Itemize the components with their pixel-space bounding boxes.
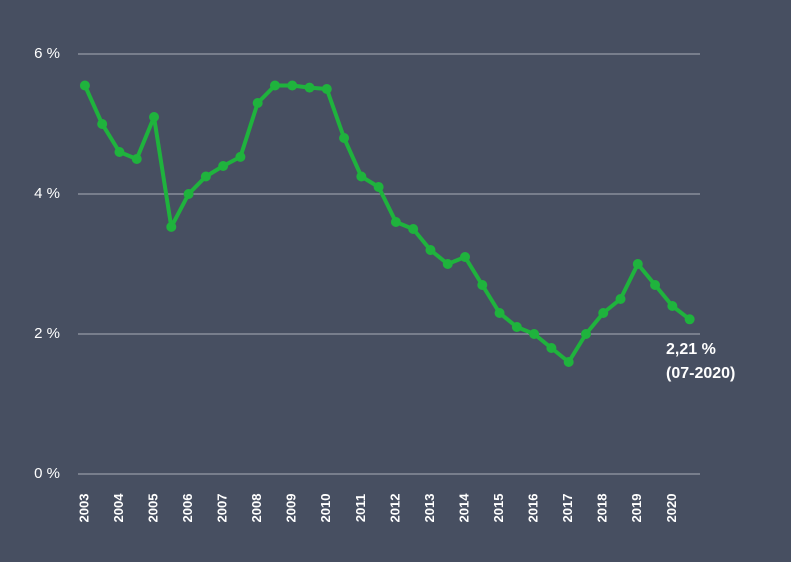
x-tick-label: 2004 bbox=[111, 493, 126, 523]
data-point bbox=[460, 252, 471, 262]
y-tick-label: 6 % bbox=[34, 45, 60, 62]
y-tick-label: 0 % bbox=[34, 465, 60, 482]
data-point bbox=[598, 308, 609, 318]
data-point bbox=[166, 221, 177, 232]
x-tick-label: 2016 bbox=[526, 494, 541, 523]
data-point bbox=[511, 322, 522, 332]
data-point bbox=[529, 329, 540, 339]
data-point bbox=[425, 245, 436, 255]
x-tick-label: 2020 bbox=[664, 494, 679, 523]
x-tick-label: 2009 bbox=[284, 494, 299, 523]
data-point bbox=[218, 161, 229, 171]
data-point bbox=[563, 357, 574, 367]
data-point bbox=[580, 329, 591, 339]
x-tick-label: 2008 bbox=[249, 494, 264, 523]
x-tick-label: 2015 bbox=[491, 494, 506, 523]
x-tick-label: 2006 bbox=[180, 494, 195, 523]
data-point bbox=[442, 259, 453, 269]
data-point bbox=[97, 119, 108, 129]
data-point bbox=[615, 294, 626, 304]
data-point bbox=[356, 171, 367, 182]
data-point bbox=[494, 308, 505, 318]
data-point bbox=[321, 84, 332, 94]
data-point bbox=[79, 80, 90, 91]
data-point bbox=[149, 112, 160, 122]
data-point bbox=[650, 280, 661, 290]
data-point bbox=[477, 280, 488, 290]
annotation: 2,21 % bbox=[666, 341, 716, 358]
x-tick-label: 2017 bbox=[560, 494, 575, 523]
x-tick-label: 2013 bbox=[422, 494, 437, 523]
data-point bbox=[339, 133, 350, 143]
y-tick-label: 4 % bbox=[34, 185, 60, 202]
data-point bbox=[667, 301, 678, 311]
x-tick-label: 2005 bbox=[145, 494, 160, 523]
data-point bbox=[200, 171, 211, 182]
x-tick-label: 2003 bbox=[76, 494, 91, 523]
data-point bbox=[235, 151, 246, 162]
x-tick-label: 2014 bbox=[456, 493, 471, 523]
data-point bbox=[131, 154, 142, 164]
data-point bbox=[390, 217, 401, 227]
data-point bbox=[252, 98, 263, 108]
data-point bbox=[546, 343, 557, 353]
x-tick-label: 2019 bbox=[629, 494, 644, 523]
data-point bbox=[373, 182, 384, 192]
x-tick-label: 2010 bbox=[318, 494, 333, 523]
data-point bbox=[684, 314, 695, 325]
x-tick-label: 2012 bbox=[387, 494, 402, 523]
data-point bbox=[269, 80, 280, 91]
series-line bbox=[83, 83, 691, 364]
data-point bbox=[632, 259, 643, 269]
data-point bbox=[114, 147, 125, 157]
annotation: (07-2020) bbox=[666, 365, 735, 382]
data-point bbox=[304, 82, 315, 93]
x-tick-label: 2018 bbox=[595, 494, 610, 523]
y-tick-label: 2 % bbox=[34, 325, 60, 342]
x-tick-label: 2007 bbox=[215, 494, 230, 523]
data-point bbox=[408, 224, 419, 234]
data-point bbox=[287, 80, 298, 91]
x-tick-label: 2011 bbox=[353, 494, 368, 522]
data-point bbox=[183, 189, 194, 199]
